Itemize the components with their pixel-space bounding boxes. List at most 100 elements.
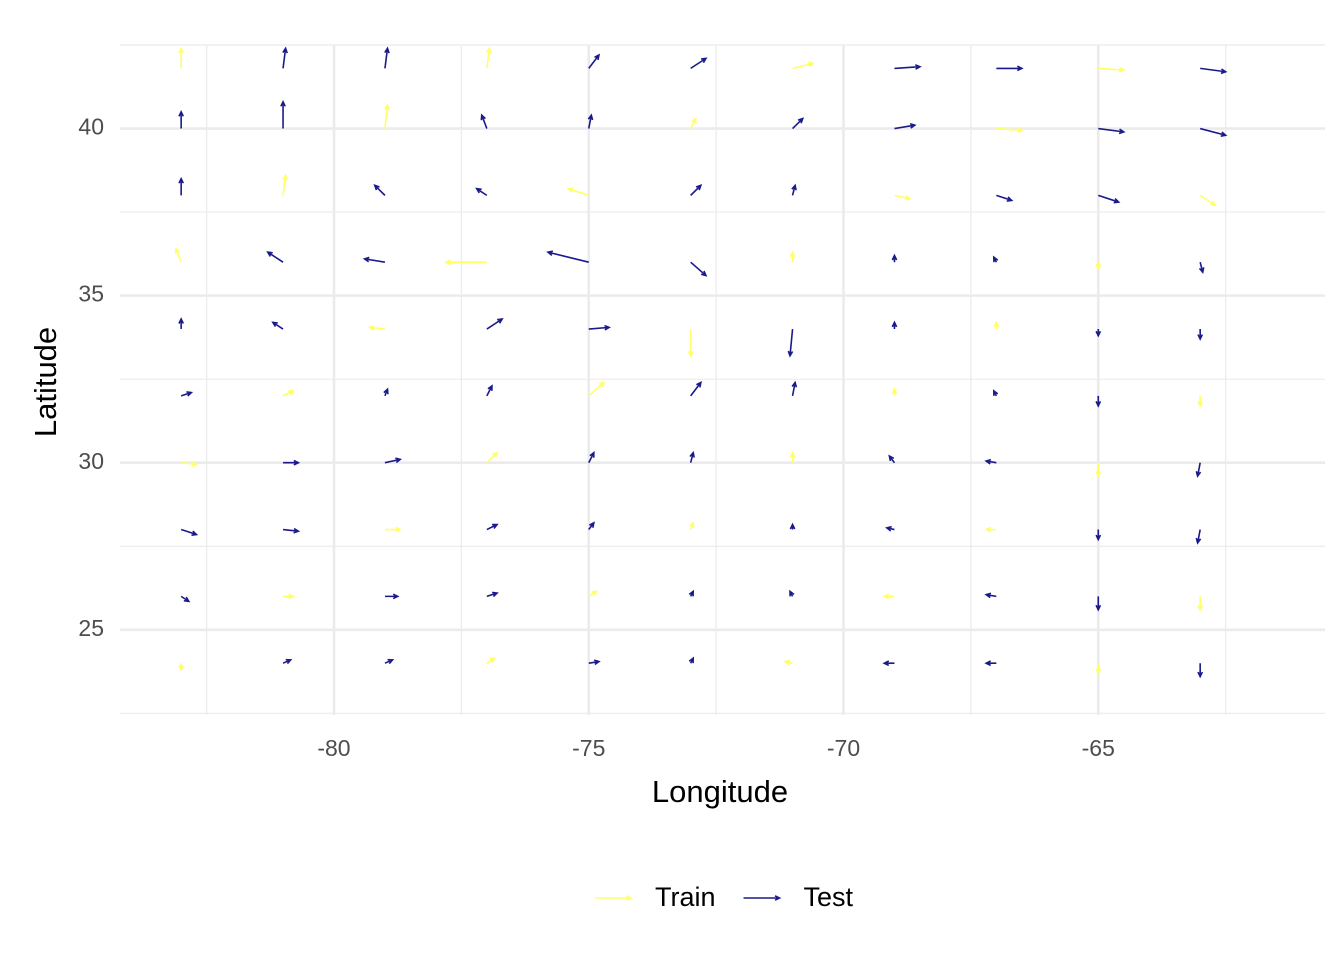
arrow [789, 522, 796, 530]
y-tick-label: 40 [78, 114, 104, 140]
arrow [984, 458, 997, 465]
arrow [1197, 596, 1204, 612]
arrow [1197, 329, 1204, 341]
arrow [384, 593, 400, 600]
arrow [688, 589, 695, 597]
arrow [282, 390, 295, 397]
arrow [891, 253, 898, 263]
arrow [546, 250, 589, 263]
arrow [181, 461, 199, 467]
arrow [791, 183, 797, 196]
arrow [1098, 66, 1126, 73]
arrow [882, 660, 895, 667]
arrow [280, 99, 286, 129]
arrow [178, 109, 185, 129]
arrow [180, 595, 191, 603]
arrow [178, 46, 185, 69]
arrow [885, 525, 895, 532]
y-tick-label: 25 [78, 615, 104, 641]
arrow [992, 389, 999, 397]
arrow [894, 64, 922, 70]
arrow [689, 521, 695, 530]
arrow [588, 590, 598, 598]
arrow [486, 591, 499, 598]
arrow [384, 526, 403, 533]
arrow [486, 384, 493, 397]
x-axis-title: Longitude [652, 774, 788, 809]
arrow [180, 391, 194, 397]
arrow [1095, 596, 1102, 612]
arrow [384, 457, 403, 464]
arrow [444, 259, 487, 266]
arrow [690, 261, 708, 277]
arrow [1095, 462, 1102, 478]
arrow [789, 589, 795, 597]
arrow [486, 657, 497, 664]
arrow [283, 459, 301, 466]
arrow [180, 528, 199, 537]
grid [120, 44, 1325, 715]
legend: Train Test [595, 882, 854, 912]
arrow [178, 317, 185, 330]
arrow [1199, 194, 1217, 207]
series-arrows [178, 46, 1228, 679]
legend-label: Test [804, 882, 854, 912]
legend-label: Train [655, 882, 716, 912]
arrow [266, 251, 284, 263]
arrow [480, 113, 488, 129]
arrow [689, 116, 697, 129]
arrow [891, 320, 898, 330]
arrow [687, 329, 694, 358]
arrow [588, 451, 595, 464]
y-tick-label: 30 [78, 448, 104, 474]
arrow [789, 450, 796, 463]
arrow [373, 184, 386, 196]
arrow [174, 247, 182, 263]
arrow [1098, 194, 1121, 204]
arrow [1095, 329, 1102, 338]
arrow [1199, 127, 1228, 137]
arrow [383, 387, 389, 397]
arrow [690, 57, 708, 70]
x-tick-label: -80 [317, 735, 350, 761]
arrow [588, 324, 611, 331]
arrow [1197, 663, 1204, 679]
x-tick-label: -70 [827, 735, 860, 761]
arrow [789, 250, 796, 263]
series-arrows [174, 46, 1217, 676]
arrow [271, 321, 284, 330]
x-tick-label: -65 [1082, 735, 1115, 761]
arrow [367, 324, 386, 331]
arrow [384, 103, 390, 129]
legend-key [595, 895, 633, 901]
arrow [787, 328, 794, 358]
arrow [690, 381, 702, 397]
y-axis-title: Latitude [28, 327, 63, 437]
arrow [984, 526, 997, 533]
arrow [992, 255, 999, 263]
arrow [384, 46, 390, 69]
arrow [178, 663, 185, 672]
arrow [891, 387, 898, 396]
arrow [882, 593, 895, 600]
y-tick-label: 35 [78, 281, 104, 307]
arrow [566, 187, 590, 197]
arrow [791, 117, 805, 130]
arrow [996, 194, 1014, 202]
arrow [475, 187, 488, 197]
arrow [888, 454, 896, 464]
arrow [1195, 529, 1202, 545]
arrow [984, 660, 997, 667]
arrow [486, 318, 504, 330]
arrow [282, 658, 293, 665]
arrow [282, 173, 288, 196]
arrow [1095, 663, 1102, 676]
arrow [588, 521, 595, 531]
arrow [690, 184, 703, 196]
arrow [588, 659, 601, 666]
arrow [1195, 462, 1202, 478]
arrow [486, 46, 492, 69]
arrow [486, 451, 499, 464]
arrow [282, 46, 288, 69]
arrow [588, 53, 601, 69]
